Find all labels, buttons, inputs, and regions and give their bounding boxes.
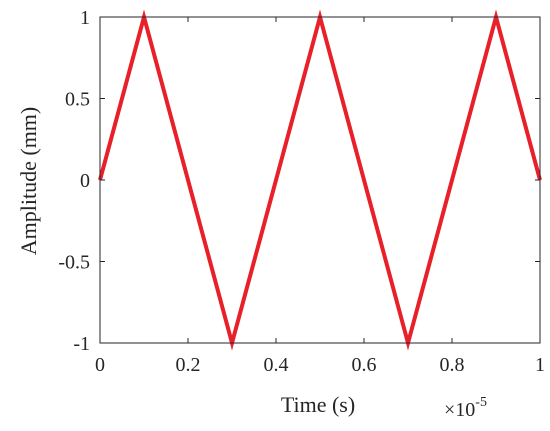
y-tick-label: 0 [80,170,90,192]
x-axis-multiplier-base: ×10 [444,399,475,421]
y-tick-label: 1 [80,7,90,29]
y-tick-label: 0.5 [65,89,90,111]
x-tick-label: 0.8 [440,354,465,376]
x-tick-label: 0.4 [264,354,289,376]
x-tick-label: 0.2 [176,354,201,376]
x-tick-label: 1 [535,354,545,376]
x-axis-multiplier: ×10-5 [444,395,487,421]
y-tick-label: -1 [73,333,90,355]
x-tick-label: 0 [95,354,105,376]
x-axis-multiplier-exponent: -5 [475,395,487,410]
y-axis-label: Amplitude (mm) [16,107,41,255]
x-axis-label: Time (s) [281,392,355,417]
y-tick-label: -0.5 [58,252,90,274]
ticks-layer: 0 0.2 0.4 0.6 0.8 1 -1 -0.5 0 0.5 1 [58,7,545,376]
x-tick-label: 0.6 [352,354,377,376]
